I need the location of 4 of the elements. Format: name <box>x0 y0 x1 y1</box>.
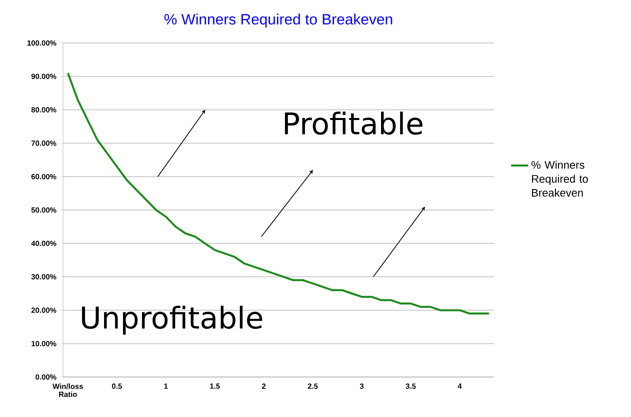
legend-label: % Winners Required to Breakeven <box>532 160 588 197</box>
annotation: Unprofitable <box>82 306 262 335</box>
chart-title: % Winners Required to Breakeven <box>164 14 392 28</box>
annotation: Profitable <box>284 112 422 135</box>
